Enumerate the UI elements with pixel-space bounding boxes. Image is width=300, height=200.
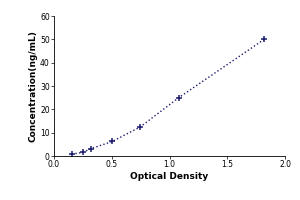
Y-axis label: Concentration(ng/mL): Concentration(ng/mL) xyxy=(28,30,37,142)
X-axis label: Optical Density: Optical Density xyxy=(130,172,208,181)
